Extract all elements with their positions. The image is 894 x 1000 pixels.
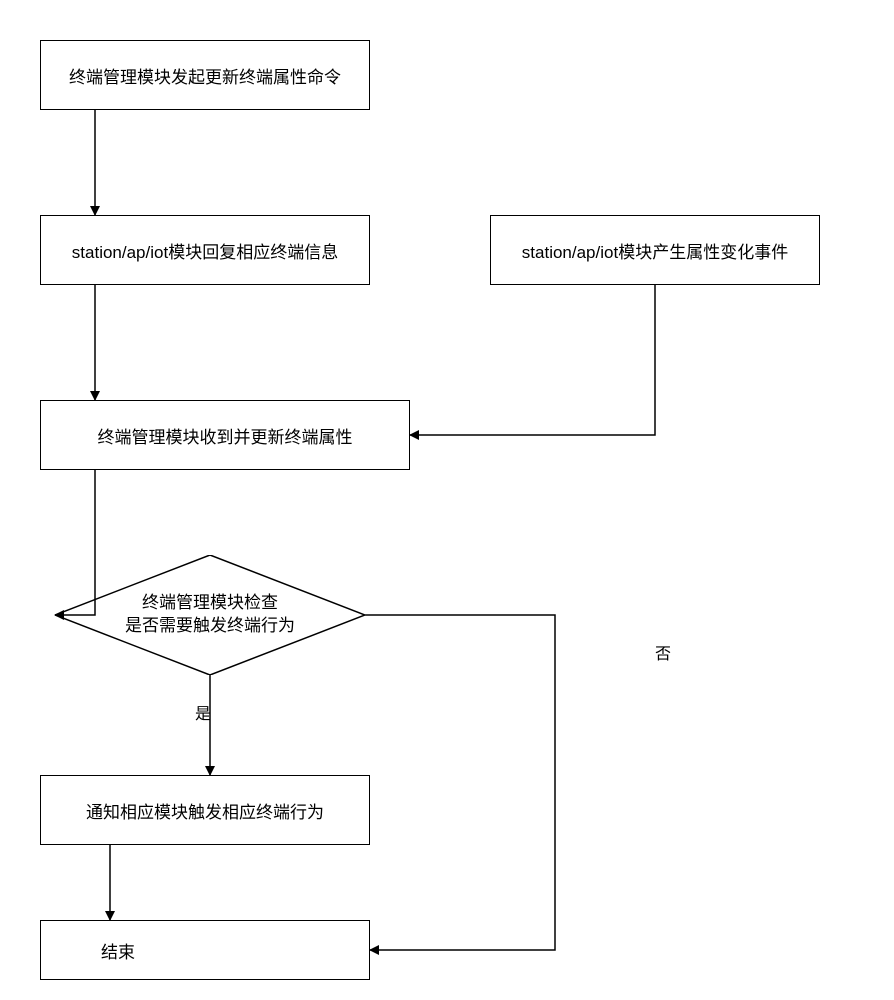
edge-label-no: 否 — [655, 640, 671, 664]
node-start: 终端管理模块发起更新终端属性命令 — [40, 40, 370, 110]
node-event: station/ap/iot模块产生属性变化事件 — [490, 215, 820, 285]
flowchart-arrows — [0, 0, 894, 1000]
node-end: 结束 — [40, 920, 370, 980]
node-decision: 终端管理模块检查 是否需要触发终端行为 — [55, 555, 365, 675]
node-notify: 通知相应模块触发相应终端行为 — [40, 775, 370, 845]
node-event-label: station/ap/iot模块产生属性变化事件 — [522, 238, 788, 263]
node-reply-label: station/ap/iot模块回复相应终端信息 — [72, 238, 338, 263]
edge-label-yes: 是 — [195, 700, 211, 724]
node-notify-label: 通知相应模块触发相应终端行为 — [86, 798, 324, 823]
node-reply: station/ap/iot模块回复相应终端信息 — [40, 215, 370, 285]
node-decision-label: 终端管理模块检查 是否需要触发终端行为 — [55, 555, 365, 675]
node-update: 终端管理模块收到并更新终端属性 — [40, 400, 410, 470]
node-start-label: 终端管理模块发起更新终端属性命令 — [69, 63, 341, 88]
node-end-label: 结束 — [101, 938, 135, 963]
node-update-label: 终端管理模块收到并更新终端属性 — [98, 423, 353, 448]
